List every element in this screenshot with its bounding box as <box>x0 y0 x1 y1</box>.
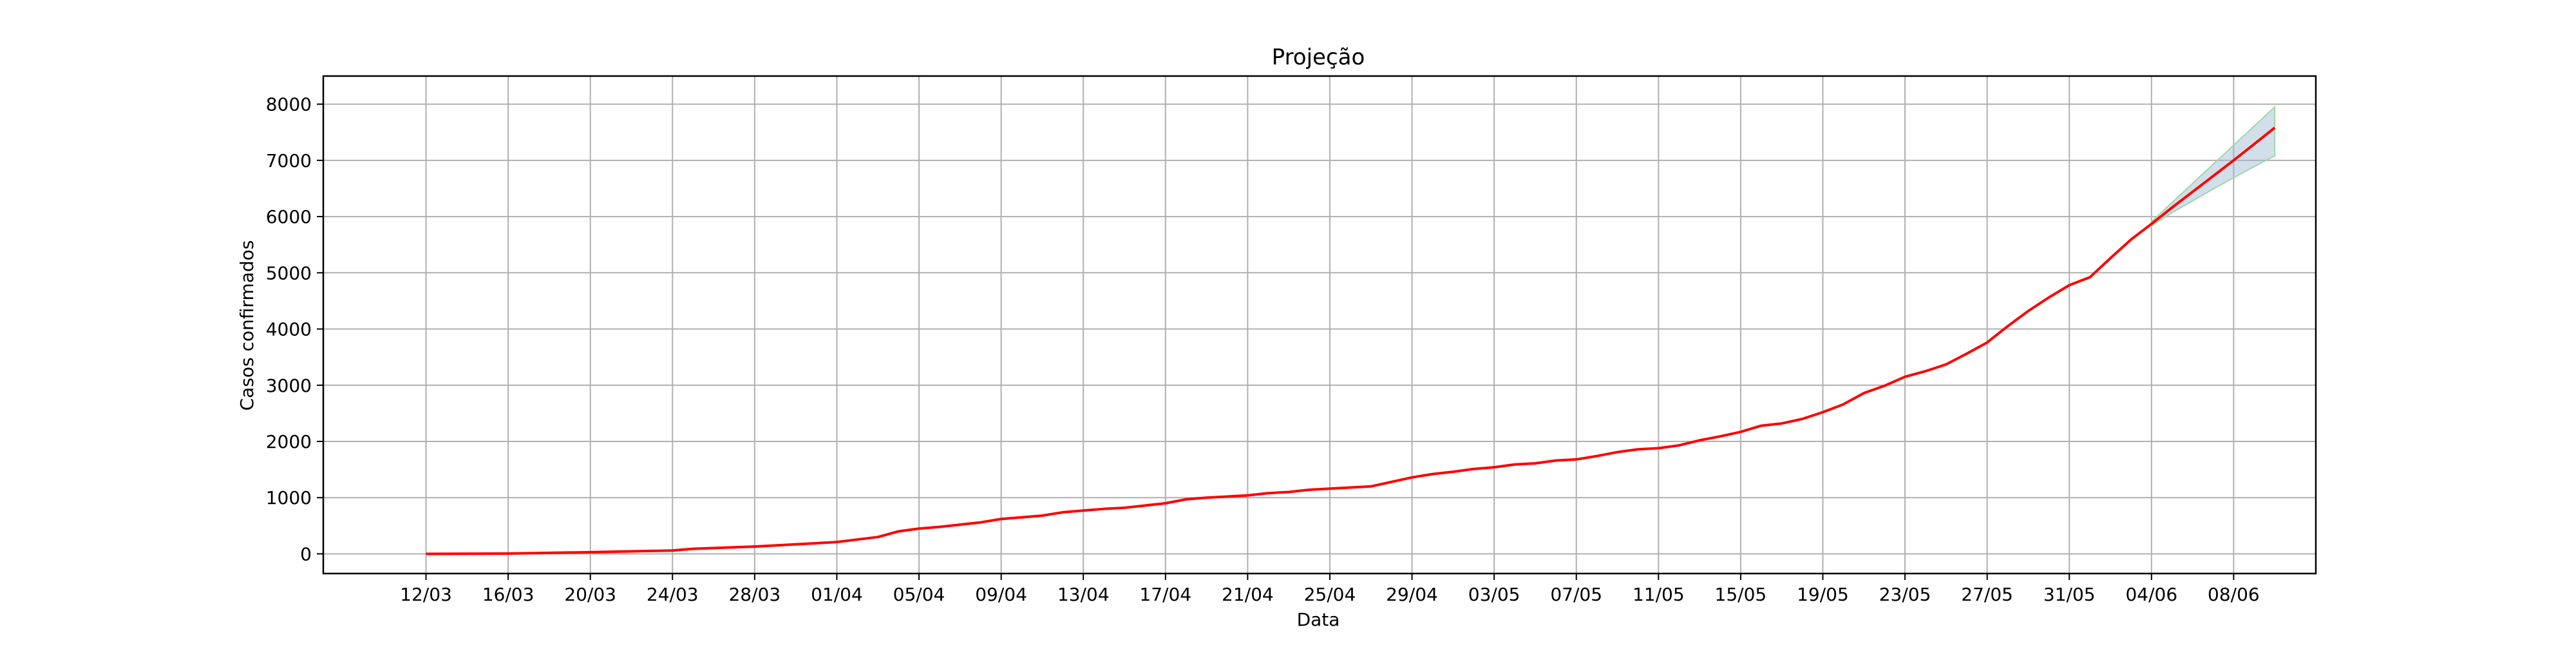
y-tick-label: 6000 <box>266 206 312 227</box>
x-tick-label: 27/05 <box>1961 584 2013 605</box>
x-tick-label: 19/05 <box>1797 584 1849 605</box>
x-tick-label: 16/03 <box>482 584 535 605</box>
x-tick-label: 28/03 <box>728 584 781 605</box>
chart-title: Projeção <box>1272 44 1365 70</box>
x-tick-label: 13/04 <box>1057 584 1110 605</box>
y-tick-label: 2000 <box>266 431 312 452</box>
x-tick-label: 15/05 <box>1715 584 1767 605</box>
x-tick-label: 20/03 <box>564 584 616 605</box>
x-tick-label: 09/04 <box>975 584 1027 605</box>
y-tick-label: 3000 <box>266 375 312 396</box>
y-axis-label: Casos confirmados <box>236 240 258 411</box>
y-tick-label: 8000 <box>266 94 312 115</box>
plot-area-frame <box>322 75 2317 575</box>
x-tick-label: 23/05 <box>1879 584 1931 605</box>
x-tick-label: 12/03 <box>400 584 452 605</box>
x-tick-label: 01/04 <box>811 584 863 605</box>
y-tick-label: 7000 <box>266 150 312 171</box>
confidence-band <box>2150 105 2276 227</box>
x-tick-label: 04/06 <box>2125 584 2177 605</box>
x-tick-label: 11/05 <box>1633 584 1685 605</box>
x-tick-label: 05/04 <box>893 584 945 605</box>
x-tick-label: 24/03 <box>647 584 699 605</box>
grid <box>323 76 2316 574</box>
y-tick-label: 4000 <box>266 319 312 340</box>
y-tick-label: 0 <box>300 543 312 565</box>
x-tick-label: 31/05 <box>2043 584 2096 605</box>
x-tick-label: 07/05 <box>1550 584 1602 605</box>
projection-band <box>2150 105 2276 227</box>
axis-ticks: 12/03 16/03 20/03 24/03 28/03 01/04 05/04 09/04… <box>266 94 2260 605</box>
y-tick-label: 5000 <box>266 262 312 284</box>
series-line <box>426 126 2276 555</box>
x-tick-label: 03/05 <box>1468 584 1520 605</box>
x-tick-label: 29/04 <box>1386 584 1438 605</box>
y-tick-label: 1000 <box>266 487 312 508</box>
x-tick-label: 17/04 <box>1139 584 1191 605</box>
x-axis-label: Data <box>1297 609 1340 630</box>
x-tick-label: 25/04 <box>1304 584 1356 605</box>
series-layer <box>426 126 2276 555</box>
x-tick-label: 08/06 <box>2208 584 2260 605</box>
x-tick-label: 21/04 <box>1222 584 1274 605</box>
